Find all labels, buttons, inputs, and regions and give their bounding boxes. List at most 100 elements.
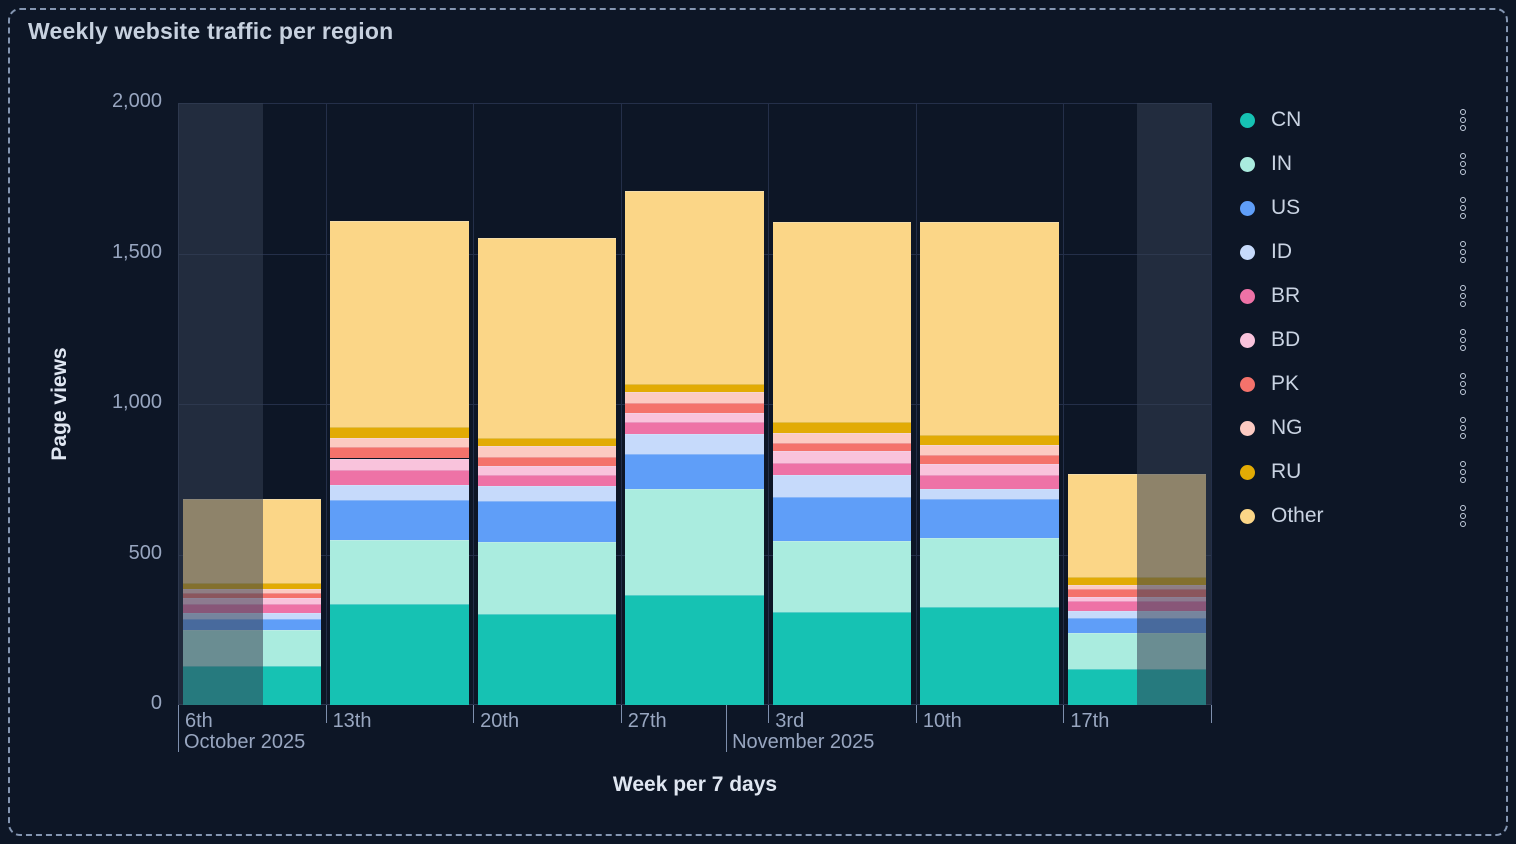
bar-segment-cn-27th[interactable] bbox=[625, 595, 764, 705]
bar-segment-br-27th[interactable] bbox=[625, 422, 764, 435]
legend-item-id[interactable]: ID bbox=[1240, 230, 1472, 274]
bar-segment-pk-10th[interactable] bbox=[920, 454, 1059, 465]
bar-segment-ng-13th[interactable] bbox=[330, 437, 469, 448]
bar-segment-ng-17th[interactable] bbox=[1067, 584, 1207, 589]
kebab-menu-icon[interactable] bbox=[1458, 283, 1468, 309]
bar-segment-other-17th[interactable] bbox=[1067, 474, 1207, 578]
bar-segment-id-17th[interactable] bbox=[1067, 610, 1207, 619]
legend-item-pk[interactable]: PK bbox=[1240, 362, 1472, 406]
month-label: October 2025 bbox=[184, 731, 306, 753]
x-tick-label-10th: 10th bbox=[922, 710, 962, 732]
bar-segment-us-3rd[interactable] bbox=[772, 496, 912, 541]
kebab-menu-icon[interactable] bbox=[1458, 371, 1468, 397]
x-tick-mark bbox=[620, 705, 622, 723]
bar-segment-ng-27th[interactable] bbox=[625, 392, 764, 404]
legend-item-br[interactable]: BR bbox=[1240, 274, 1472, 318]
bar-segment-us-27th[interactable] bbox=[625, 454, 764, 490]
bar-segment-ru-17th[interactable] bbox=[1067, 577, 1207, 585]
legend-item-ru[interactable]: RU bbox=[1240, 450, 1472, 494]
legend-item-cn[interactable]: CN bbox=[1240, 98, 1472, 142]
kebab-menu-icon[interactable] bbox=[1458, 239, 1468, 265]
kebab-dot bbox=[1460, 381, 1466, 387]
bar-segment-id-10th[interactable] bbox=[920, 489, 1059, 500]
bar-segment-us-6th[interactable] bbox=[182, 618, 322, 630]
bar-segment-other-10th[interactable] bbox=[920, 221, 1059, 436]
kebab-menu-icon[interactable] bbox=[1458, 195, 1468, 221]
bar-segment-bd-27th[interactable] bbox=[625, 412, 764, 423]
bar-segment-id-27th[interactable] bbox=[625, 434, 764, 455]
kebab-menu-icon[interactable] bbox=[1458, 327, 1468, 353]
bar-segment-br-6th[interactable] bbox=[182, 604, 322, 613]
bar-segment-in-10th[interactable] bbox=[920, 538, 1059, 608]
bar-segment-cn-3rd[interactable] bbox=[772, 611, 912, 705]
bar-segment-br-10th[interactable] bbox=[920, 475, 1059, 490]
bar-segment-other-27th[interactable] bbox=[625, 190, 764, 385]
bar-segment-us-10th[interactable] bbox=[920, 499, 1059, 539]
bar-segment-other-20th[interactable] bbox=[477, 237, 617, 438]
bar-segment-pk-3rd[interactable] bbox=[772, 442, 912, 451]
bar-segment-bd-10th[interactable] bbox=[920, 464, 1059, 476]
bar-segment-br-13th[interactable] bbox=[330, 470, 469, 486]
kebab-menu-icon[interactable] bbox=[1458, 459, 1468, 485]
bar-segment-bd-3rd[interactable] bbox=[772, 450, 912, 464]
bar-segment-bd-20th[interactable] bbox=[477, 466, 617, 476]
y-tick-label-1500: 1,500 bbox=[111, 240, 162, 263]
bar-segment-pk-17th[interactable] bbox=[1067, 588, 1207, 597]
bar-segment-ru-13th[interactable] bbox=[330, 427, 469, 438]
bar-segment-cn-20th[interactable] bbox=[477, 613, 617, 705]
legend-item-in[interactable]: IN bbox=[1240, 142, 1472, 186]
gridline-y-2000 bbox=[178, 103, 1211, 104]
bar-segment-pk-6th[interactable] bbox=[182, 592, 322, 598]
bar-segment-br-20th[interactable] bbox=[477, 475, 617, 486]
bar-segment-cn-10th[interactable] bbox=[920, 607, 1059, 705]
x-tick-label-27th: 27th bbox=[627, 710, 667, 732]
bar-segment-us-13th[interactable] bbox=[330, 499, 469, 541]
kebab-menu-icon[interactable] bbox=[1458, 415, 1468, 441]
bar-segment-in-17th[interactable] bbox=[1067, 632, 1207, 669]
bar-segment-ru-3rd[interactable] bbox=[772, 421, 912, 434]
bar-segment-in-13th[interactable] bbox=[330, 540, 469, 605]
bar-segment-br-3rd[interactable] bbox=[772, 463, 912, 476]
bar-segment-id-13th[interactable] bbox=[330, 485, 469, 500]
bar-segment-ng-20th[interactable] bbox=[477, 446, 617, 457]
bar-segment-in-6th[interactable] bbox=[182, 629, 322, 666]
bar-segment-br-17th[interactable] bbox=[1067, 600, 1207, 611]
bar-segment-ng-3rd[interactable] bbox=[772, 433, 912, 443]
bar-segment-ru-20th[interactable] bbox=[477, 437, 617, 447]
bar-segment-us-20th[interactable] bbox=[477, 500, 617, 542]
bar-segment-in-27th[interactable] bbox=[625, 489, 764, 596]
bar-segment-ng-10th[interactable] bbox=[920, 444, 1059, 455]
bar-segment-us-17th[interactable] bbox=[1067, 618, 1207, 633]
bar-segment-ng-6th[interactable] bbox=[182, 588, 322, 593]
bar-segment-cn-13th[interactable] bbox=[330, 604, 469, 705]
bar-segment-pk-20th[interactable] bbox=[477, 456, 617, 467]
bar-segment-pk-27th[interactable] bbox=[625, 403, 764, 413]
bar-segment-ru-10th[interactable] bbox=[920, 435, 1059, 445]
x-tick-mark bbox=[473, 705, 475, 723]
legend-item-ng[interactable]: NG bbox=[1240, 406, 1472, 450]
bar-segment-cn-6th[interactable] bbox=[182, 665, 322, 705]
kebab-menu-icon[interactable] bbox=[1458, 107, 1468, 133]
bar-segment-ru-27th[interactable] bbox=[625, 384, 764, 393]
kebab-menu-icon[interactable] bbox=[1458, 503, 1468, 529]
legend-item-us[interactable]: US bbox=[1240, 186, 1472, 230]
x-tick-label-13th: 13th bbox=[332, 710, 372, 732]
bar-segment-in-20th[interactable] bbox=[477, 541, 617, 614]
gridline-week-boundary bbox=[1063, 103, 1065, 705]
bar-segment-id-20th[interactable] bbox=[477, 485, 617, 501]
bar-segment-other-6th[interactable] bbox=[182, 498, 322, 583]
kebab-menu-icon[interactable] bbox=[1458, 151, 1468, 177]
bar-segment-id-3rd[interactable] bbox=[772, 475, 912, 497]
bar-segment-in-3rd[interactable] bbox=[772, 540, 912, 612]
bar-segment-bd-13th[interactable] bbox=[330, 458, 469, 471]
bar-segment-cn-17th[interactable] bbox=[1067, 668, 1207, 705]
bar-segment-bd-17th[interactable] bbox=[1067, 596, 1207, 601]
bar-segment-other-13th[interactable] bbox=[330, 221, 469, 428]
bar-segment-pk-13th[interactable] bbox=[330, 447, 469, 459]
legend-item-other[interactable]: Other bbox=[1240, 494, 1472, 538]
legend-item-bd[interactable]: BD bbox=[1240, 318, 1472, 362]
bar-segment-ru-6th[interactable] bbox=[182, 582, 322, 589]
bar-segment-id-6th[interactable] bbox=[182, 612, 322, 619]
bar-segment-bd-6th[interactable] bbox=[182, 597, 322, 605]
bar-segment-other-3rd[interactable] bbox=[772, 221, 912, 422]
